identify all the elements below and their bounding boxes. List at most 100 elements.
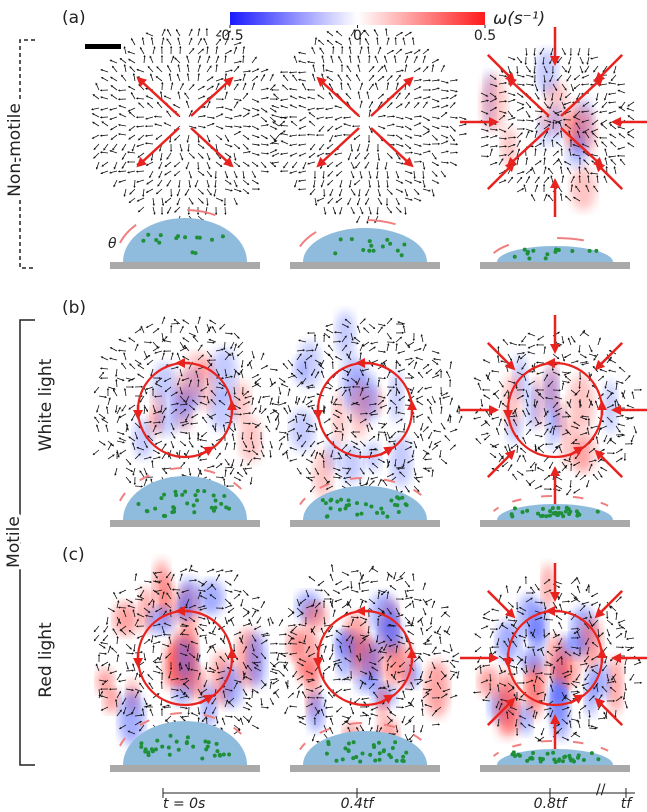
quiver-arrow [568,66,571,73]
quiver-arrow [243,74,245,81]
quiver-arrow [207,171,211,176]
quiver-arrow [129,87,135,90]
quiver-arrow [189,566,192,572]
quiver-arrow [432,80,439,81]
panel-label: (a) [62,8,86,28]
quiver-arrow [336,357,342,360]
quiver-arrow [610,440,616,444]
cell [388,242,392,246]
quiver-arrow [616,449,622,453]
cell [596,757,600,761]
quiver-arrow [432,180,438,183]
quiver-arrow [250,362,252,369]
cell [567,512,571,516]
quiver-arrow [234,67,239,72]
quiver-arrow [243,71,250,72]
quiver-arrow [281,106,288,108]
quiver-arrow [108,444,111,450]
quiver-arrow [385,56,387,63]
quiver-arrow [272,106,279,108]
quiver-arrow [133,664,135,671]
quiver-arrow [369,481,374,486]
quiver-arrow [387,38,389,45]
quiver-arrow [405,721,411,725]
quiver-arrow [337,171,342,176]
quiver-arrow [490,136,497,138]
quiver-arrow [234,61,241,63]
break-mark: // [596,782,606,798]
quiver-arrow [619,620,625,623]
quiver-panel [460,315,647,505]
quiver-arrow [556,486,562,489]
quiver-arrow [299,72,306,73]
flow-arc [512,744,521,746]
quiver-arrow [178,38,180,45]
quiver-arrow [207,86,213,90]
quiver-arrow [139,135,144,140]
cell [341,757,345,761]
flow-arc [573,742,583,743]
quiver-arrow [252,135,259,137]
quiver-arrow [621,102,625,108]
cell [360,752,364,756]
quiver-arrow [605,93,607,100]
quiver-arrow [610,125,616,129]
quiver-arrow [342,604,348,608]
quiver-arrow [198,49,203,54]
quiver-arrow [505,447,508,453]
quiver-arrow [327,330,333,333]
quiver-arrow [367,92,369,99]
quiver-arrow [432,162,438,165]
quiver-arrow [628,102,634,106]
cell [174,493,178,497]
quiver-arrow [508,111,512,117]
quiver-arrow [209,340,216,342]
quiver-arrow [111,126,117,130]
quiver-arrow [432,106,439,108]
quiver-arrow [297,684,302,689]
quiver-arrow [432,470,433,477]
quiver-arrow [216,453,220,459]
quiver-arrow [216,47,217,54]
quiver-arrow [178,65,180,72]
quiver-arrow [297,398,299,405]
flow-arrow [140,128,179,164]
quiver-arrow [377,162,378,169]
quiver-arrow [102,122,108,126]
quiver-arrow [207,77,213,81]
quiver-arrow [329,345,333,351]
quiver-arrow [117,441,124,443]
quiver-arrow [360,601,363,608]
quiver-arrow [216,477,223,478]
vorticity-patch [201,683,216,728]
quiver-arrow [155,351,162,353]
quiver-arrow [278,416,279,423]
quiver-arrow [432,446,437,450]
quiver-arrow [618,84,625,85]
cell [385,515,389,519]
quiver-arrow [517,57,521,62]
quiver-arrow [329,354,333,360]
quiver-arrow [396,407,397,414]
quiver-arrow [165,162,171,166]
quiver-arrow [499,419,501,426]
quiver-arrow [405,604,411,608]
quiver-arrow [333,610,335,617]
quiver-arrow [139,103,144,108]
quiver-arrow [591,726,598,728]
quiver-arrow [108,608,114,611]
quiver-arrow [414,87,420,90]
quiver-arrow [180,84,183,90]
quiver-arrow [335,135,342,136]
quiver-arrow [207,466,214,468]
quiver-arrow [111,348,117,351]
quiver-arrow [517,178,522,183]
quiver-arrow [597,176,598,183]
quiver-arrow [340,180,342,187]
cell [196,489,200,493]
flow-arc [512,499,521,501]
quiver-arrow [432,171,437,176]
quiver-arrow [326,108,333,109]
quiver-arrow [562,381,569,382]
quiver-arrow [387,572,392,577]
